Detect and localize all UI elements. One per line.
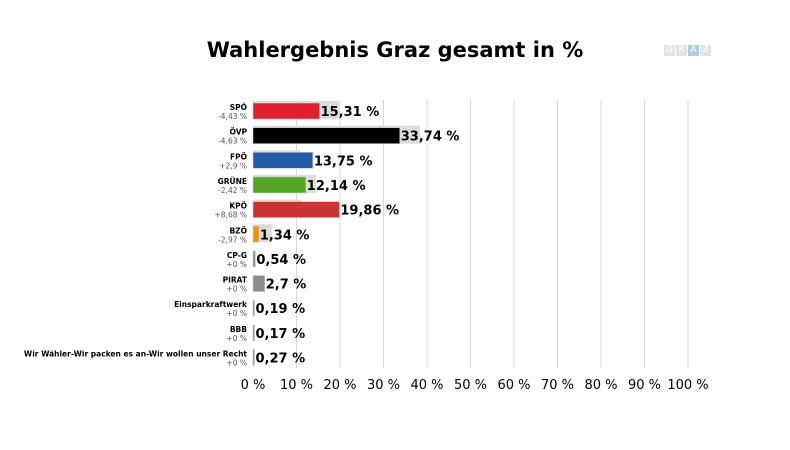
change-label: -2,42 % bbox=[218, 186, 247, 195]
result-bar bbox=[252, 152, 314, 169]
chart-title: Wahlergebnis Graz gesamt in % bbox=[206, 38, 584, 62]
category-label: KPÖ bbox=[229, 202, 247, 211]
change-label: +0 % bbox=[226, 285, 247, 294]
change-label: +0 % bbox=[226, 359, 247, 368]
category-label: BZÖ bbox=[229, 226, 247, 235]
category-label: BBB bbox=[230, 325, 247, 334]
value-label: 0,17 % bbox=[256, 327, 306, 342]
value-label: 33,74 % bbox=[401, 130, 460, 145]
x-tick-label: 80 % bbox=[584, 378, 617, 393]
result-bar bbox=[252, 299, 255, 317]
category-label: FPÖ bbox=[230, 152, 247, 161]
change-label: -4,63 % bbox=[218, 137, 247, 146]
result-bar bbox=[252, 201, 340, 218]
x-tick-label: 90 % bbox=[628, 378, 661, 393]
logo-letter: Z bbox=[700, 45, 711, 56]
x-tick-label: 70 % bbox=[541, 378, 574, 393]
value-label: 0,54 % bbox=[256, 253, 306, 268]
result-bar bbox=[252, 349, 255, 366]
logo-letter: R bbox=[676, 45, 687, 56]
x-tick-label: 100 % bbox=[667, 378, 708, 393]
logo-letter: G bbox=[664, 45, 675, 56]
value-label: 12,14 % bbox=[307, 179, 366, 194]
category-label: PIRAT bbox=[223, 276, 248, 285]
result-bar bbox=[252, 127, 401, 144]
x-tick-label: 0 % bbox=[241, 378, 266, 393]
result-bar bbox=[252, 324, 255, 342]
category-label: GRÜNE bbox=[218, 177, 247, 186]
category-label: SPÖ bbox=[230, 103, 247, 112]
result-bar bbox=[252, 225, 260, 243]
change-label: +2,9 % bbox=[219, 161, 247, 170]
x-tick-label: 40 % bbox=[410, 378, 443, 393]
change-label: +8,68 % bbox=[215, 211, 248, 220]
x-tick-label: 10 % bbox=[280, 378, 313, 393]
x-tick-label: 20 % bbox=[323, 378, 356, 393]
value-label: 0,27 % bbox=[256, 352, 306, 367]
value-label: 1,34 % bbox=[260, 228, 310, 243]
change-label: -4,43 % bbox=[218, 112, 247, 121]
x-tick-label: 30 % bbox=[367, 378, 400, 393]
category-label: ÖVP bbox=[230, 128, 248, 137]
change-label: +0 % bbox=[226, 260, 247, 269]
result-bar bbox=[252, 176, 307, 194]
change-label: +0 % bbox=[226, 334, 247, 343]
x-tick-label: 50 % bbox=[454, 378, 487, 393]
value-label: 2,7 % bbox=[266, 278, 307, 293]
value-label: 0,19 % bbox=[256, 302, 306, 317]
x-tick-label: 60 % bbox=[497, 378, 530, 393]
value-label: 15,31 % bbox=[321, 105, 380, 120]
change-label: -2,97 % bbox=[218, 235, 247, 244]
category-label: CP-G bbox=[227, 251, 247, 260]
value-label: 13,75 % bbox=[314, 154, 373, 169]
category-label: Einsparkraftwerk bbox=[174, 300, 248, 309]
logo-letter: A bbox=[688, 45, 699, 56]
category-label: Wir Wähler-Wir packen es an-Wir wollen u… bbox=[24, 350, 247, 359]
result-bar bbox=[252, 250, 256, 268]
value-label: 19,86 % bbox=[340, 204, 399, 219]
change-label: +0 % bbox=[226, 309, 247, 318]
result-bar bbox=[252, 275, 266, 292]
result-bar bbox=[252, 102, 320, 120]
